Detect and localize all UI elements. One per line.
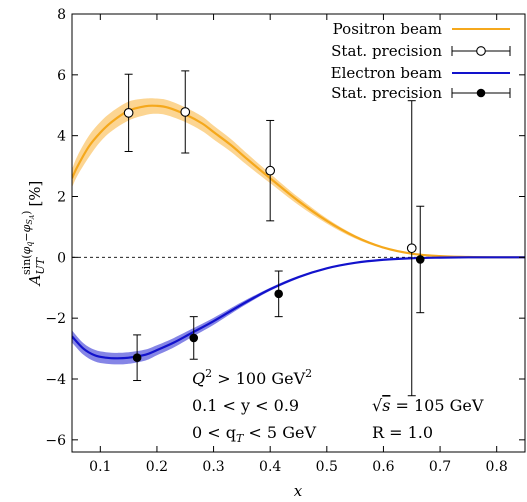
x-tick-label: 0.7: [429, 459, 451, 475]
band-layer: [72, 98, 525, 365]
legend-label-electron-stat: Stat. precision: [331, 84, 442, 102]
plot-frame: [71, 13, 526, 453]
marker: [265, 165, 276, 176]
data-point: [265, 119, 276, 222]
annotation-q2-cut: Q2 > 100 GeV2: [192, 367, 312, 388]
data-point: [274, 270, 283, 318]
points-layer: [123, 70, 425, 397]
y-tick-label: −4: [45, 372, 66, 388]
marker: [123, 108, 134, 118]
x-tick-label: 0.6: [372, 459, 394, 475]
data-point: [132, 334, 142, 382]
x-tick-label: 0.5: [316, 459, 338, 475]
y-axis-label: AUTsin(φq−φSA)[%]: [20, 181, 47, 288]
y-tick-label: 8: [57, 7, 66, 23]
x-tick-label: 0.1: [89, 459, 111, 475]
y-tick-label: 2: [57, 190, 66, 206]
y-tick-label: −6: [45, 433, 66, 449]
series-line-0: [72, 104, 525, 259]
legend-marker-electron-stat: [451, 88, 511, 98]
annotation-y-cut: 0.1 < y < 0.9: [192, 396, 299, 415]
x-tick-label: 0.2: [146, 459, 168, 475]
data-point: [189, 316, 199, 360]
marker: [132, 353, 142, 363]
band-1: [72, 257, 525, 365]
legend-label-positron-stat: Stat. precision: [331, 42, 442, 60]
annotation-sqrt-s: √s = 105 GeV: [372, 396, 484, 415]
y-tick-label: 4: [57, 129, 66, 145]
data-point: [406, 100, 417, 397]
marker: [189, 333, 199, 343]
series-line-1: [72, 256, 525, 360]
y-tick-label: −2: [45, 311, 66, 327]
data-point: [415, 205, 425, 314]
x-tick-label: 0.3: [202, 459, 224, 475]
marker: [274, 289, 283, 299]
legend-label-electron: Electron beam: [331, 64, 442, 82]
ticks-layer: 0.1 0.2 0.3 0.4 0.5 0.6 0.7 0.8 −6 −4 −2 0 2 4 6 8: [45, 7, 525, 475]
marker: [406, 243, 417, 254]
x-tick-label: 0.4: [259, 459, 281, 475]
marker: [415, 255, 425, 264]
annotation-r-value: R = 1.0: [372, 423, 433, 442]
legend: Positron beam Stat. precision Electron b…: [331, 20, 511, 102]
x-tick-label: 0.8: [486, 459, 508, 475]
data-point: [180, 70, 191, 154]
legend-marker-positron-stat: [451, 46, 511, 56]
data-point: [123, 73, 134, 152]
y-tick-label: 6: [57, 68, 66, 84]
marker: [180, 107, 191, 117]
x-axis-label: x: [294, 482, 303, 500]
y-tick-label: 0: [57, 250, 66, 266]
curve-layer: [72, 104, 525, 360]
annotation-qt-cut: 0 < qT < 5 GeV: [192, 423, 316, 445]
band-0: [72, 98, 525, 258]
legend-label-positron: Positron beam: [333, 20, 442, 38]
